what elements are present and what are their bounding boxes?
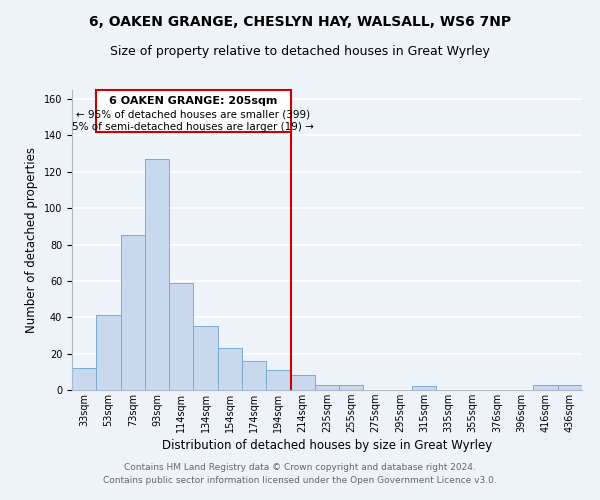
Bar xyxy=(315,384,339,390)
Bar xyxy=(145,159,169,390)
Bar xyxy=(169,282,193,390)
Text: Contains HM Land Registry data © Crown copyright and database right 2024.
Contai: Contains HM Land Registry data © Crown c… xyxy=(103,464,497,485)
Bar xyxy=(339,384,364,390)
Text: ← 95% of detached houses are smaller (399): ← 95% of detached houses are smaller (39… xyxy=(76,109,310,119)
Y-axis label: Number of detached properties: Number of detached properties xyxy=(25,147,38,333)
Bar xyxy=(242,361,266,390)
Bar xyxy=(558,384,582,390)
Text: 5% of semi-detached houses are larger (19) →: 5% of semi-detached houses are larger (1… xyxy=(73,122,314,132)
Text: Size of property relative to detached houses in Great Wyrley: Size of property relative to detached ho… xyxy=(110,45,490,58)
Bar xyxy=(266,370,290,390)
Text: 6, OAKEN GRANGE, CHESLYN HAY, WALSALL, WS6 7NP: 6, OAKEN GRANGE, CHESLYN HAY, WALSALL, W… xyxy=(89,15,511,29)
Bar xyxy=(193,326,218,390)
Bar xyxy=(96,316,121,390)
Text: 6 OAKEN GRANGE: 205sqm: 6 OAKEN GRANGE: 205sqm xyxy=(109,96,278,106)
Bar xyxy=(290,376,315,390)
Bar xyxy=(218,348,242,390)
X-axis label: Distribution of detached houses by size in Great Wyrley: Distribution of detached houses by size … xyxy=(162,439,492,452)
Bar xyxy=(412,386,436,390)
FancyBboxPatch shape xyxy=(96,90,290,132)
Bar xyxy=(533,384,558,390)
Bar xyxy=(72,368,96,390)
Bar xyxy=(121,236,145,390)
